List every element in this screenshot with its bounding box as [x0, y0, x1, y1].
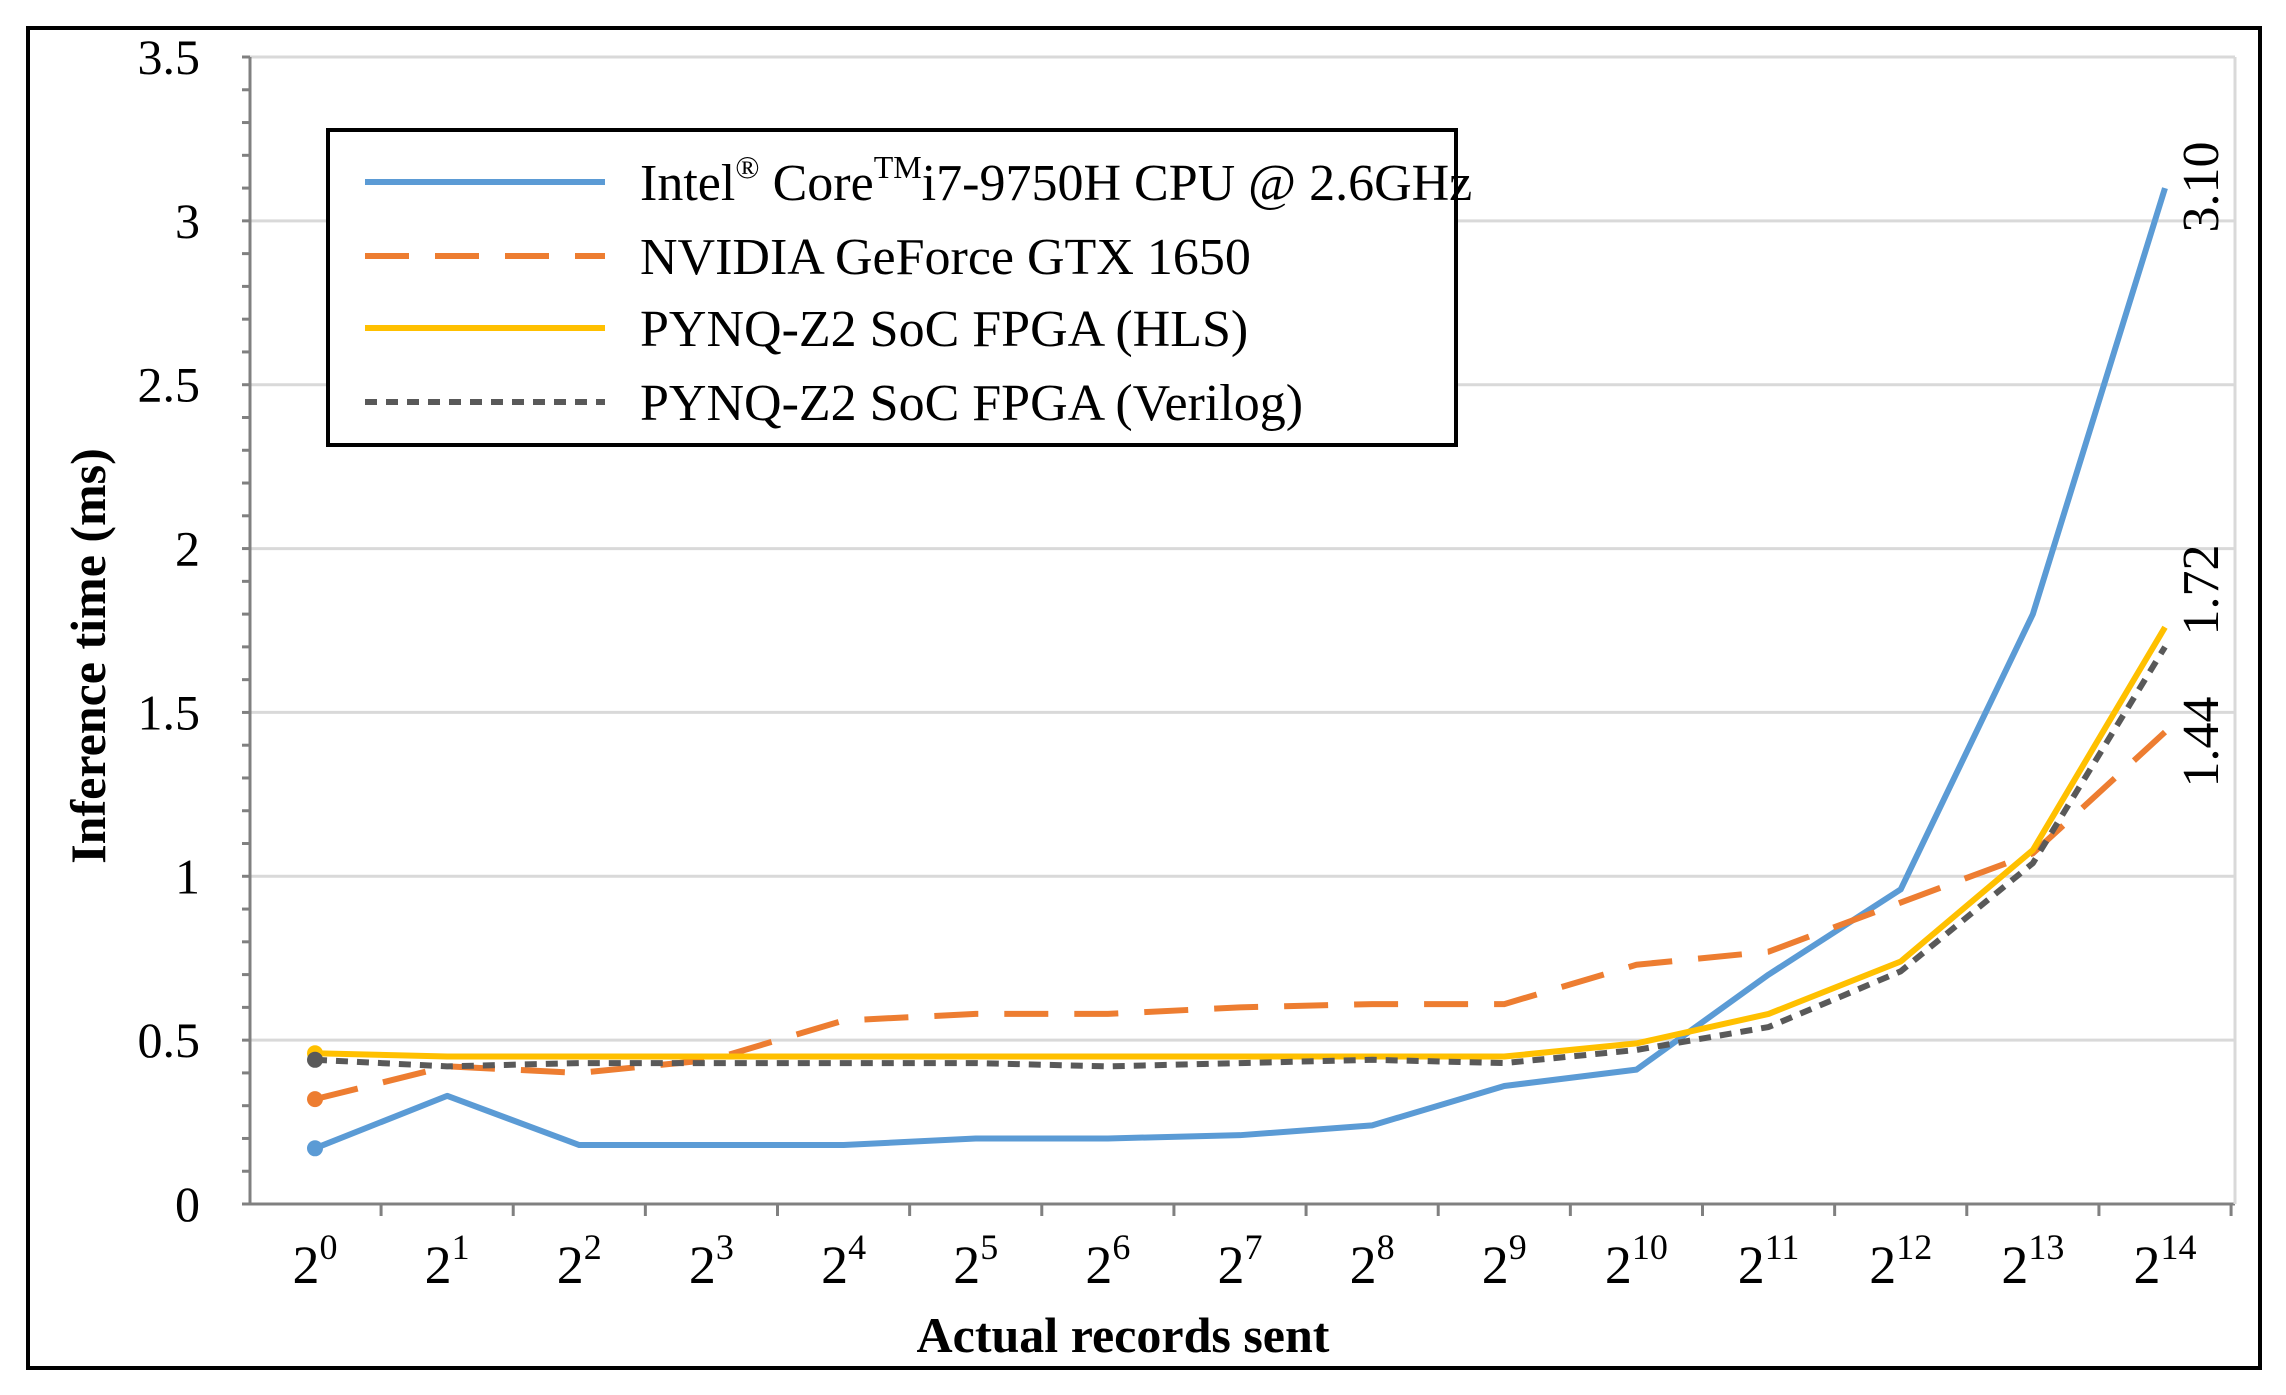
x-tick-label: 26	[1085, 1227, 1130, 1295]
y-tick-label: 2.5	[138, 357, 201, 413]
x-tick-label: 28	[1350, 1227, 1395, 1295]
x-tick-label: 27	[1218, 1227, 1263, 1295]
axes	[242, 55, 2237, 1216]
legend-label: PYNQ-Z2 SoC FPGA (HLS)	[640, 301, 1248, 358]
series-start-marker	[307, 1091, 323, 1108]
legend: Intel® CoreTMi7-9750H CPU @ 2.6GHz NVIDIA…	[326, 128, 1472, 447]
y-tick-label: 3	[175, 193, 200, 249]
x-tick-label: 21	[425, 1227, 470, 1295]
x-tick-label: 211	[1738, 1227, 1800, 1295]
x-tick-label: 23	[689, 1227, 734, 1295]
y-tick-label: 2	[175, 521, 200, 577]
value-annotation: 3.10	[2173, 142, 2230, 233]
x-tick-label: 20	[293, 1227, 338, 1295]
x-tick-label: 212	[1869, 1227, 1932, 1295]
x-tick-label: 25	[953, 1227, 998, 1295]
value-annotation: 1.72	[2173, 545, 2230, 636]
x-tick-label: 214	[2134, 1227, 2197, 1295]
legend-label: Intel® CoreTMi7-9750H CPU @ 2.6GHz	[640, 149, 1472, 212]
annotations: 3.10 1.72 1.44	[2173, 142, 2230, 788]
y-tick-label: 0.5	[138, 1012, 201, 1068]
y-tick-label: 1	[175, 848, 200, 904]
x-tick-label: 24	[821, 1227, 866, 1295]
value-annotation: 1.44	[2173, 697, 2230, 788]
series-line-1	[314, 729, 2168, 1103]
x-axis-label: Actual records sent	[917, 1307, 1330, 1363]
y-axis-label: Inference time (ms)	[60, 448, 116, 864]
y-tick-label: 0	[175, 1176, 200, 1232]
series-start-marker	[307, 1051, 323, 1068]
legend-label: PYNQ-Z2 SoC FPGA (Verilog)	[640, 375, 1303, 432]
x-tick-label: 29	[1482, 1227, 1527, 1295]
y-tick-label: 3.5	[138, 29, 201, 85]
x-tick-label: 22	[557, 1227, 602, 1295]
x-tick-label: 210	[1605, 1227, 1668, 1295]
series-start-marker	[307, 1140, 323, 1157]
x-tick-labels: 20 21 22 23 24 25 26 27 28 29 210 211 212 213 214	[293, 1227, 2197, 1295]
legend-label: NVIDIA GeForce GTX 1650	[640, 229, 1251, 286]
series-line-3	[314, 645, 2168, 1070]
series-line-2	[314, 625, 2168, 1060]
y-tick-labels: 0 0.5 1 1.5 2 2.5 3 3.5	[138, 29, 201, 1232]
series-lines	[307, 187, 2168, 1157]
y-tick-label: 1.5	[138, 684, 201, 740]
x-tick-label: 213	[2001, 1227, 2064, 1295]
